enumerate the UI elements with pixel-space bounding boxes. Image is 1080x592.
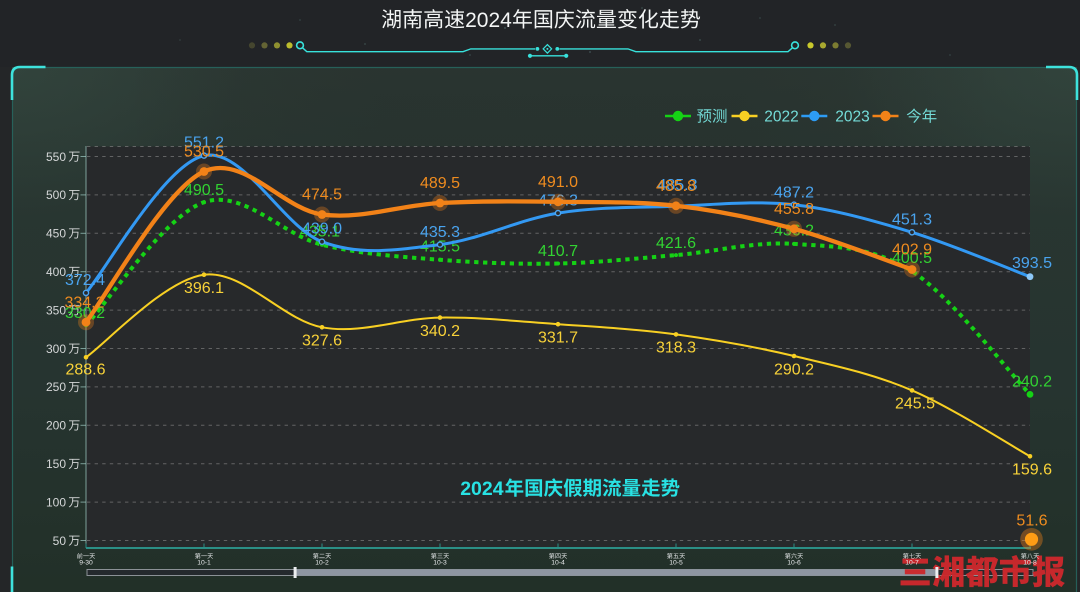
svg-text:10-7: 10-7 [905, 560, 919, 567]
svg-text:2024: 2024 [465, 9, 512, 32]
svg-text:51.6: 51.6 [1016, 512, 1047, 529]
svg-text:421.6: 421.6 [656, 235, 696, 252]
svg-text:450: 450 [46, 227, 66, 241]
svg-text:10-8: 10-8 [1023, 560, 1037, 567]
svg-text:451.3: 451.3 [892, 211, 932, 228]
svg-text:489.5: 489.5 [420, 175, 460, 192]
svg-text:435.3: 435.3 [420, 224, 460, 241]
svg-text:10-5: 10-5 [669, 560, 683, 567]
svg-text:290.2: 290.2 [774, 361, 814, 378]
svg-text:455.8: 455.8 [774, 201, 814, 218]
svg-text:350: 350 [46, 303, 66, 317]
svg-text:245.5: 245.5 [895, 396, 935, 413]
svg-text:485.3: 485.3 [657, 177, 697, 194]
svg-text:485.8: 485.8 [656, 178, 696, 195]
svg-text:400: 400 [46, 265, 66, 279]
svg-text:334.2: 334.2 [64, 295, 104, 312]
svg-text:500: 500 [46, 188, 66, 202]
svg-text:9-30: 9-30 [79, 560, 93, 567]
svg-text:200: 200 [46, 419, 66, 433]
svg-text:372.4: 372.4 [65, 272, 105, 289]
svg-text:2023: 2023 [835, 109, 869, 126]
svg-text:300: 300 [46, 342, 66, 356]
svg-text:490.5: 490.5 [184, 182, 224, 199]
svg-text:487.2: 487.2 [774, 184, 814, 201]
svg-text:318.3: 318.3 [656, 340, 696, 357]
svg-text:240.2: 240.2 [1012, 373, 1052, 390]
svg-text:491.0: 491.0 [538, 174, 578, 191]
svg-text:150: 150 [46, 457, 66, 471]
svg-text:402.9: 402.9 [892, 241, 932, 258]
svg-text:439.0: 439.0 [302, 220, 342, 237]
svg-text:2022: 2022 [764, 109, 798, 126]
svg-text:288.6: 288.6 [65, 361, 105, 378]
svg-text:396.1: 396.1 [184, 280, 224, 297]
svg-text:550: 550 [46, 150, 66, 164]
svg-text:327.6: 327.6 [302, 333, 342, 350]
svg-text:10-4: 10-4 [551, 560, 565, 567]
svg-text:10-6: 10-6 [787, 560, 801, 567]
svg-text:400.5: 400.5 [892, 250, 932, 267]
svg-text:250: 250 [46, 380, 66, 394]
svg-text:393.5: 393.5 [1012, 255, 1052, 272]
svg-text:331.7: 331.7 [538, 329, 578, 346]
svg-text:100: 100 [46, 495, 66, 509]
svg-text:159.6: 159.6 [1012, 462, 1052, 479]
svg-text:410.7: 410.7 [538, 243, 578, 260]
svg-text:530.5: 530.5 [184, 143, 224, 160]
svg-text:2024: 2024 [460, 478, 504, 500]
svg-text:10-1: 10-1 [197, 560, 211, 567]
svg-text:10-2: 10-2 [315, 560, 329, 567]
svg-text:474.5: 474.5 [302, 187, 342, 204]
svg-text:340.2: 340.2 [420, 323, 460, 340]
svg-text:10-3: 10-3 [433, 560, 447, 567]
svg-text:551.2: 551.2 [184, 135, 224, 152]
svg-text:50: 50 [53, 534, 67, 548]
